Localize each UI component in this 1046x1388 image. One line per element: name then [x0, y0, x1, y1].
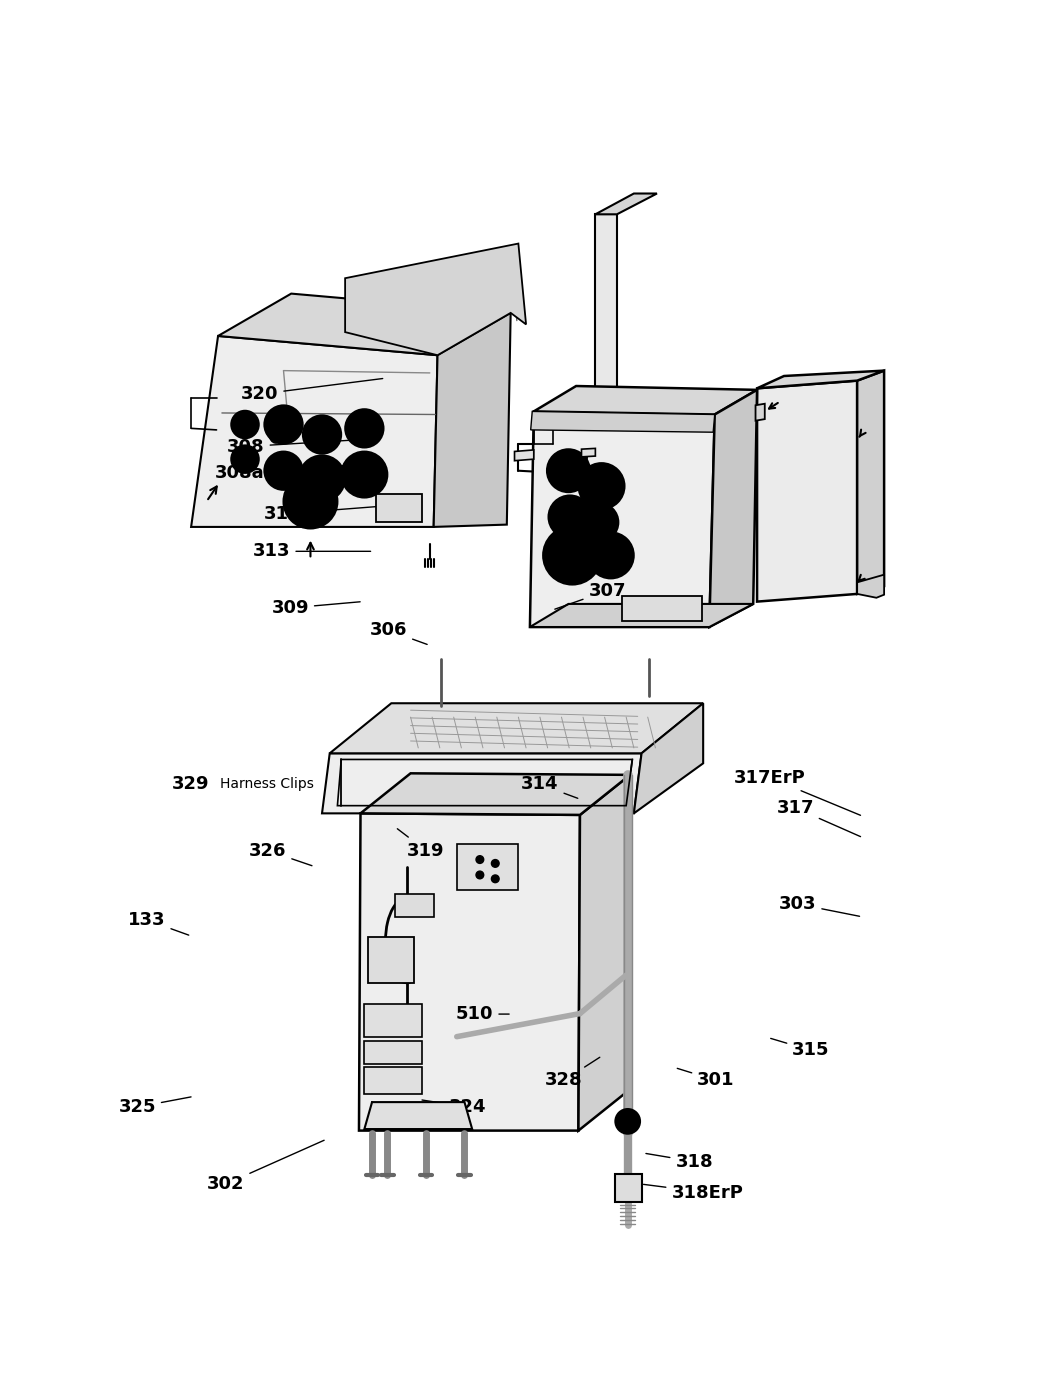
Polygon shape [582, 448, 595, 457]
Circle shape [588, 533, 634, 579]
Circle shape [560, 507, 581, 527]
Text: 306: 306 [369, 622, 427, 644]
Polygon shape [709, 390, 757, 627]
Circle shape [265, 451, 302, 490]
Polygon shape [359, 813, 579, 1131]
Polygon shape [530, 411, 714, 432]
Text: 303: 303 [779, 895, 860, 916]
Circle shape [492, 874, 499, 883]
Text: Harness Clips: Harness Clips [220, 777, 314, 791]
Circle shape [476, 872, 483, 879]
Circle shape [310, 466, 335, 491]
Polygon shape [361, 773, 630, 815]
Text: 315: 315 [771, 1038, 829, 1059]
Circle shape [351, 462, 377, 487]
Polygon shape [755, 404, 765, 421]
Text: 308a: 308a [215, 464, 366, 482]
FancyBboxPatch shape [376, 494, 423, 522]
Circle shape [578, 464, 624, 509]
Polygon shape [615, 1174, 641, 1202]
Circle shape [345, 409, 384, 447]
Circle shape [341, 451, 387, 498]
Text: 325: 325 [118, 1097, 191, 1116]
Polygon shape [757, 380, 857, 601]
Circle shape [295, 486, 326, 516]
Polygon shape [634, 704, 703, 813]
Circle shape [312, 423, 333, 446]
Circle shape [237, 451, 253, 466]
Circle shape [492, 859, 499, 868]
Polygon shape [530, 604, 753, 627]
Polygon shape [457, 844, 519, 890]
Circle shape [237, 416, 253, 432]
Polygon shape [533, 386, 757, 415]
Text: 307: 307 [554, 582, 626, 609]
Polygon shape [191, 336, 437, 527]
FancyBboxPatch shape [364, 1005, 423, 1037]
Text: 308: 308 [227, 437, 366, 455]
Circle shape [273, 461, 294, 482]
Circle shape [621, 1115, 634, 1127]
Polygon shape [364, 1102, 472, 1128]
Text: 329: 329 [172, 776, 209, 794]
Circle shape [302, 415, 341, 454]
Circle shape [590, 475, 613, 498]
FancyBboxPatch shape [368, 937, 414, 983]
Polygon shape [857, 575, 884, 598]
FancyBboxPatch shape [364, 1041, 423, 1063]
Circle shape [548, 496, 592, 539]
Circle shape [558, 459, 579, 482]
Polygon shape [530, 411, 714, 627]
Polygon shape [515, 450, 533, 461]
FancyBboxPatch shape [364, 1067, 423, 1094]
Circle shape [543, 526, 601, 584]
Text: 318: 318 [646, 1152, 713, 1170]
Circle shape [558, 541, 587, 570]
Circle shape [273, 414, 294, 434]
Text: 326: 326 [249, 841, 312, 866]
Text: 302: 302 [207, 1141, 324, 1194]
Circle shape [231, 411, 258, 439]
Polygon shape [345, 243, 526, 355]
FancyBboxPatch shape [622, 597, 702, 620]
FancyBboxPatch shape [395, 894, 434, 917]
Circle shape [299, 455, 345, 501]
Circle shape [283, 475, 338, 529]
Text: 301: 301 [677, 1069, 734, 1090]
Circle shape [231, 446, 258, 473]
Circle shape [579, 502, 618, 541]
Text: 133: 133 [128, 911, 188, 936]
Polygon shape [757, 371, 884, 389]
Text: 319: 319 [397, 829, 445, 859]
Circle shape [599, 544, 622, 566]
Text: 320: 320 [241, 379, 383, 403]
Circle shape [476, 856, 483, 863]
Text: 328: 328 [545, 1058, 599, 1090]
Circle shape [547, 450, 590, 493]
Polygon shape [595, 193, 657, 214]
Text: 314: 314 [521, 776, 577, 798]
Text: 309: 309 [272, 600, 360, 616]
Text: 312: 312 [264, 505, 377, 523]
Text: 317: 317 [776, 799, 861, 837]
Polygon shape [322, 754, 641, 813]
Polygon shape [578, 775, 630, 1131]
Circle shape [354, 418, 374, 439]
Polygon shape [329, 704, 703, 754]
Text: 317ErP: 317ErP [734, 769, 861, 815]
Circle shape [615, 1109, 640, 1134]
Circle shape [265, 405, 302, 444]
Text: 313: 313 [253, 543, 370, 561]
Polygon shape [857, 371, 884, 594]
Text: 324: 324 [422, 1098, 486, 1116]
Polygon shape [218, 294, 510, 355]
Polygon shape [595, 214, 617, 397]
Text: 510: 510 [456, 1005, 509, 1023]
Text: 318ErP: 318ErP [643, 1184, 744, 1202]
Circle shape [590, 514, 609, 532]
Polygon shape [434, 312, 510, 527]
